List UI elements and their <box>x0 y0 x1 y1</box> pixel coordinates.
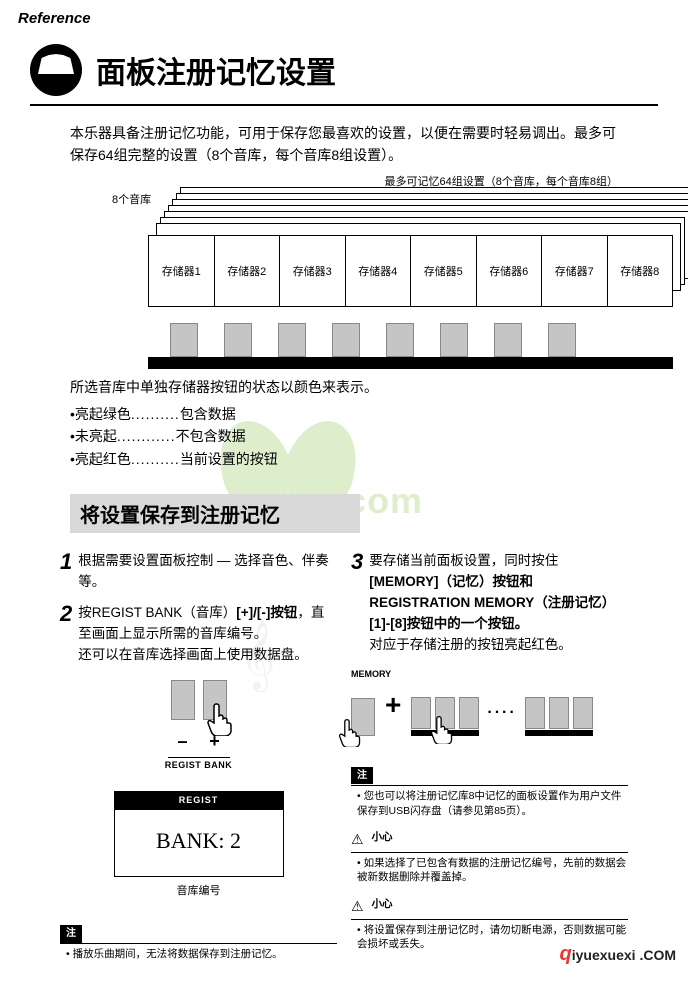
slot: 存储器2 <box>215 236 281 306</box>
warning-1: ⚠小心 • 如果选择了已包含有数据的注册记忆编号，先前的数据会被新数据删除并覆盖… <box>351 830 628 885</box>
slot: 存储器7 <box>542 236 608 306</box>
reference-tag: Reference <box>18 10 91 27</box>
memory-button-diagram: MEMORY + <box>351 668 628 736</box>
hand-icon <box>205 702 235 736</box>
slot: 存储器5 <box>411 236 477 306</box>
note-box-right: 注 • 您也可以将注册记忆库8中记忆的面板设置作为用户文件保存到USB闪存盘（请… <box>351 764 628 818</box>
reg-button-3[interactable] <box>459 697 479 729</box>
status-intro: 所选音库中单独存储器按钮的状态以颜色来表示。 <box>70 377 618 397</box>
reg-button-1[interactable] <box>411 697 431 729</box>
regist-bank-label: REGIST BANK <box>60 759 337 773</box>
step-number-3: 3 <box>351 551 363 656</box>
left-column: 1 根据需要设置面板控制 — 选择音色、伴奏等。 2 按REGIST BANK（… <box>60 551 337 962</box>
bank-caption: 音库编号 <box>60 883 337 900</box>
memory-bank-diagram: 最多可记忆64组设置（8个音库，每个音库8组） 8个音库 存储器1 存储器2 存… <box>70 177 618 347</box>
note-box-left: 注 • 播放乐曲期间，无法将数据保存到注册记忆。 <box>60 922 337 962</box>
slot: 存储器4 <box>346 236 412 306</box>
slots-row: 存储器1 存储器2 存储器3 存储器4 存储器5 存储器6 存储器7 存储器8 <box>148 235 673 307</box>
bank-minus-button[interactable] <box>171 680 195 720</box>
page-header: 面板注册记忆设置 <box>30 44 658 106</box>
step-number-2: 2 <box>60 603 72 666</box>
piano-icon <box>30 44 82 96</box>
button-track <box>148 357 673 369</box>
regist-bank-diagram: –+ REGIST BANK <box>60 680 337 774</box>
reg-button-n[interactable] <box>573 697 593 729</box>
hand-icon <box>337 718 363 748</box>
bank-display: REGIST BANK: 2 <box>114 791 284 877</box>
warning-2: ⚠小心 • 将设置保存到注册记忆时，请勿切断电源，否则数据可能会损坏或丢失。 <box>351 897 628 952</box>
button-row <box>170 315 650 357</box>
section-title: 将设置保存到注册记忆 <box>70 494 360 533</box>
intro-text: 本乐器具备注册记忆功能，可用于保存您最喜欢的设置，以便在需要时轻易调出。最多可保… <box>70 122 618 167</box>
diagram-left-label: 8个音库 <box>112 191 151 207</box>
step2-text: 按REGIST BANK（音库）[+]/[-]按钮，直至画面上显示所需的音库编号… <box>78 603 337 666</box>
warning-icon: ⚠ <box>351 897 364 917</box>
status-list: • 亮起绿色..........包含数据 • 未亮起............不包… <box>70 403 618 470</box>
slot: 存储器1 <box>149 236 215 306</box>
slot: 存储器6 <box>477 236 543 306</box>
step1-text: 根据需要设置面板控制 — 选择音色、伴奏等。 <box>78 551 337 593</box>
slot: 存储器8 <box>608 236 673 306</box>
slot: 存储器3 <box>280 236 346 306</box>
reg-button-n[interactable] <box>549 697 569 729</box>
hand-icon <box>429 715 455 745</box>
warning-icon: ⚠ <box>351 830 364 850</box>
page-title: 面板注册记忆设置 <box>96 48 336 92</box>
right-column: 3 要存储当前面板设置，同时按住 [MEMORY]（记忆）按钮和REGISTRA… <box>351 551 628 962</box>
reg-button-n[interactable] <box>525 697 545 729</box>
step-number-1: 1 <box>60 551 72 593</box>
step3-text: 要存储当前面板设置，同时按住 [MEMORY]（记忆）按钮和REGISTRATI… <box>369 551 628 656</box>
